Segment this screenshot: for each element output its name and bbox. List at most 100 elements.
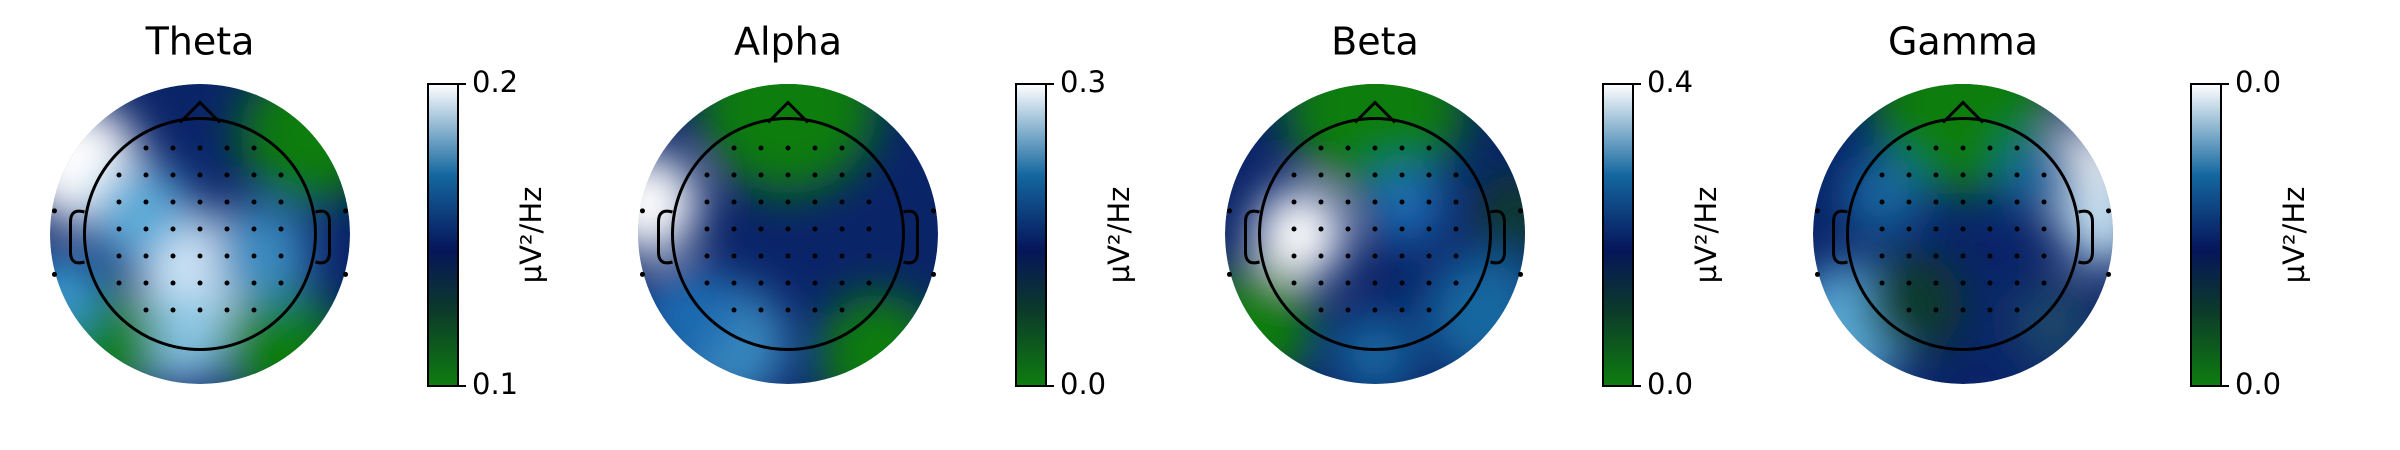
electrode: [1933, 172, 1939, 178]
electrode: [224, 172, 230, 178]
electrode: [812, 172, 818, 178]
electrode: [1987, 226, 1993, 232]
electrode: [758, 307, 764, 313]
electrode: [251, 253, 257, 259]
electrode: [224, 199, 230, 205]
electrode: [251, 145, 257, 151]
electrode: [1933, 307, 1939, 313]
electrode: [1372, 280, 1378, 286]
ear: [1832, 209, 1848, 265]
colorbar-tick-label: 0.1: [472, 367, 518, 401]
electrode: [785, 280, 791, 286]
electrode: [1453, 226, 1459, 232]
electrode: [2041, 226, 2047, 232]
electrode: [1291, 199, 1297, 205]
electrode: [1399, 253, 1405, 259]
electrode: [197, 199, 203, 205]
electrode: [731, 172, 737, 178]
electrode: [2014, 172, 2020, 178]
electrode: [1291, 226, 1297, 232]
electrode: [758, 145, 764, 151]
electrode: [1372, 199, 1378, 205]
topomap-field: [1813, 84, 2113, 384]
electrode: [1453, 199, 1459, 205]
electrode: [1291, 172, 1297, 178]
electrode: [197, 253, 203, 259]
electrode: [1399, 145, 1405, 151]
field-blob: [50, 284, 160, 384]
electrode: [1318, 172, 1324, 178]
panel: Theta 0.1 0.2 µV²/Hz: [50, 20, 548, 401]
electrode: [1426, 280, 1432, 286]
panel: Alpha 0.0 0.3 µV²/Hz: [638, 20, 1136, 401]
electrode: [224, 307, 230, 313]
panel-title: Theta: [145, 20, 255, 64]
electrode: [704, 280, 710, 286]
electrode: [1291, 253, 1297, 259]
colorbar: [1602, 83, 1634, 387]
electrode: [1345, 172, 1351, 178]
colorbar: [427, 83, 459, 387]
electrode: [1987, 307, 1993, 313]
electrode: [1987, 253, 1993, 259]
electrode: [116, 226, 122, 232]
head-outline: [83, 117, 317, 351]
electrode: [170, 172, 176, 178]
electrode: [1426, 145, 1432, 151]
electrode: [116, 253, 122, 259]
electrode: [1906, 280, 1912, 286]
electrode: [1345, 280, 1351, 286]
electrode: [1226, 271, 1232, 277]
electrode: [2041, 280, 2047, 286]
electrode: [1960, 253, 1966, 259]
electrode: [785, 199, 791, 205]
electrode: [170, 226, 176, 232]
ear: [69, 209, 85, 265]
ear: [315, 209, 331, 265]
electrode: [1291, 280, 1297, 286]
electrode: [812, 199, 818, 205]
field-blob: [1863, 254, 1963, 354]
field-blob: [1475, 174, 1525, 254]
head-outline: [1846, 117, 2080, 351]
nose: [1941, 100, 1985, 124]
electrode: [197, 307, 203, 313]
colorbar: [2190, 83, 2222, 387]
electrode: [1345, 253, 1351, 259]
electrode: [931, 208, 937, 214]
electrode: [116, 199, 122, 205]
colorbar-label: µV²/Hz: [2277, 187, 2311, 284]
electrode: [758, 280, 764, 286]
panel: Beta 0.0 0.4 µV²/Hz: [1225, 20, 1723, 401]
electrode: [170, 199, 176, 205]
electrode: [2106, 271, 2112, 277]
electrode: [839, 253, 845, 259]
electrode: [1987, 280, 1993, 286]
electrode: [812, 307, 818, 313]
electrode: [704, 199, 710, 205]
field-blob: [638, 264, 738, 364]
electrode: [812, 253, 818, 259]
nose: [766, 100, 810, 124]
electrode: [51, 271, 57, 277]
electrode: [2014, 280, 2020, 286]
field-blob: [1255, 189, 1345, 279]
electrode: [1814, 208, 1820, 214]
colorbar: [1015, 83, 1047, 387]
electrode: [839, 280, 845, 286]
ear: [1244, 209, 1260, 265]
electrode: [785, 253, 791, 259]
electrode: [278, 172, 284, 178]
colorbar-label: µV²/Hz: [514, 187, 548, 284]
field-blob: [2013, 284, 2093, 364]
electrode: [1933, 253, 1939, 259]
electrode: [704, 226, 710, 232]
nose: [1353, 100, 1397, 124]
panel-title: Beta: [1331, 20, 1419, 64]
electrode: [1453, 253, 1459, 259]
electrode: [51, 208, 57, 214]
electrode: [1960, 145, 1966, 151]
electrode: [1879, 226, 1885, 232]
field-blob: [2063, 184, 2113, 264]
field-blob: [638, 154, 698, 254]
